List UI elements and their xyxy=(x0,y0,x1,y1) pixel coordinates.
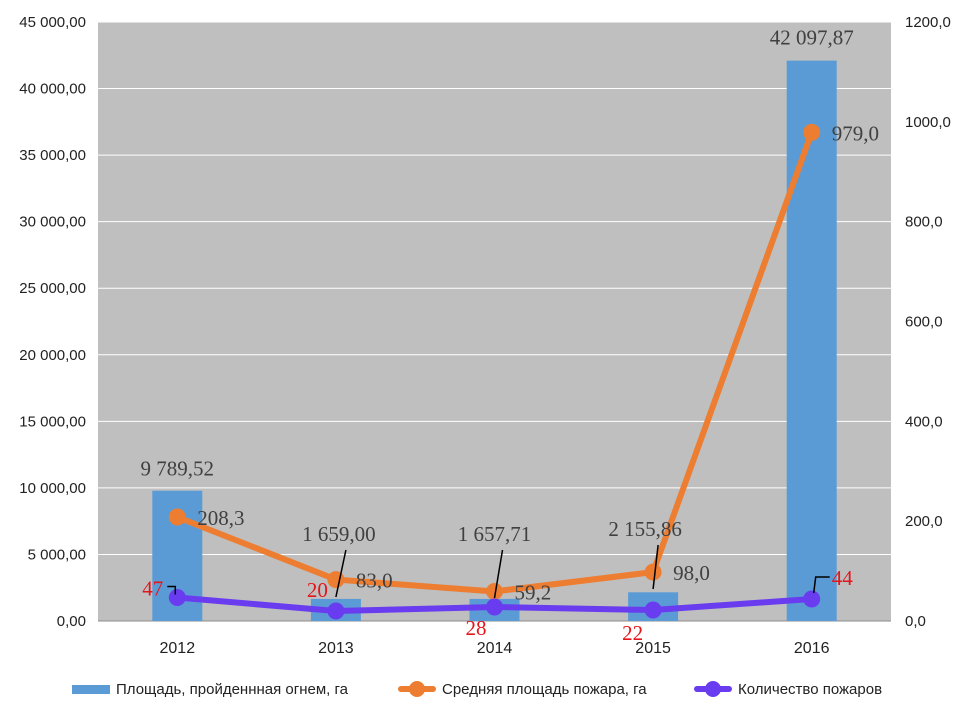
legend-label-average-area: Средняя площадь пожара, га xyxy=(442,680,647,698)
y-left-tick-label: 25 000,00 xyxy=(19,280,86,297)
y-right-tick-label: 200,0 xyxy=(905,513,943,530)
y-left-tick-label: 35 000,00 xyxy=(19,147,86,164)
average-area-point xyxy=(803,123,821,141)
x-tick-label: 2014 xyxy=(477,640,513,657)
bar-label-leader xyxy=(335,549,347,598)
fire-count-data-label: 47 xyxy=(142,577,163,601)
fire-count-data-label: 20 xyxy=(307,578,328,602)
bar xyxy=(786,60,837,622)
fire-count-point xyxy=(327,602,345,620)
bar-data-label: 42 097,87 xyxy=(770,26,854,50)
average-area-data-label: 59,2 xyxy=(515,580,552,604)
x-tick-label: 2016 xyxy=(794,640,830,657)
count-label-leader xyxy=(167,585,177,595)
legend-item-area: Площадь, пройденнная огнем, га xyxy=(72,676,348,702)
legend-swatch-average-area xyxy=(398,680,436,698)
x-tick-label: 2012 xyxy=(160,640,196,657)
count-label-leader xyxy=(812,576,830,594)
bar-label-leader xyxy=(652,544,659,590)
bar-data-label: 1 659,00 xyxy=(302,522,376,546)
average-area-point xyxy=(644,563,662,581)
plot-area xyxy=(98,22,891,621)
bar-data-label: 2 155,86 xyxy=(608,517,682,541)
y-left-tick-label: 10 000,00 xyxy=(19,480,86,497)
legend-swatch-area xyxy=(72,684,110,694)
bar-data-label: 9 789,52 xyxy=(141,457,215,481)
average-area-data-label: 98,0 xyxy=(673,561,710,585)
fire-count-point xyxy=(803,590,821,608)
x-tick-label: 2015 xyxy=(635,640,671,657)
fire-count-point xyxy=(644,601,662,619)
y-left-tick-label: 5 000,00 xyxy=(28,546,86,563)
fire-count-data-label: 22 xyxy=(622,621,643,645)
legend-label-fire-count: Количество пожаров xyxy=(738,680,883,698)
y-right-tick-label: 800,0 xyxy=(905,214,943,231)
x-tick-label: 2013 xyxy=(318,640,354,657)
average-area-data-label: 208,3 xyxy=(197,506,244,530)
average-area-data-label: 83,0 xyxy=(356,569,393,593)
fire-count-data-label: 44 xyxy=(832,566,854,590)
y-right-tick-label: 600,0 xyxy=(905,314,943,331)
y-right-tick-label: 0,0 xyxy=(905,613,926,630)
legend-swatch-fire-count xyxy=(694,680,732,698)
average-area-point xyxy=(486,582,503,600)
legend-item-fire-count: Количество пожаров xyxy=(694,676,882,702)
y-left-tick-label: 30 000,00 xyxy=(19,214,86,231)
legend-label-area: Площадь, пройденнная огнем, га xyxy=(116,680,348,698)
average-area-data-label: 979,0 xyxy=(832,121,879,145)
y-left-tick-label: 20 000,00 xyxy=(19,347,86,364)
y-left-tick-label: 0,00 xyxy=(57,613,86,630)
y-left-tick-label: 40 000,00 xyxy=(19,81,86,98)
fire-count-point xyxy=(168,589,186,607)
fire-count-point xyxy=(486,598,503,616)
bar-data-label: 1 657,71 xyxy=(458,522,532,546)
bar-label-leader xyxy=(493,549,504,599)
y-left-tick-label: 15 000,00 xyxy=(19,413,86,430)
y-right-tick-label: 400,0 xyxy=(905,413,943,430)
y-left-tick-label: 45 000,00 xyxy=(19,14,86,31)
y-right-tick-label: 1000,0 xyxy=(905,114,951,131)
y-right-tick-label: 1200,0 xyxy=(905,14,951,31)
fire-count-data-label: 28 xyxy=(466,616,487,640)
average-area-point xyxy=(168,508,186,526)
legend-item-average-area: Средняя площадь пожара, га xyxy=(398,676,647,702)
average-area-point xyxy=(327,571,345,589)
legend: Площадь, пройденнная огнем, га Средняя п… xyxy=(0,676,966,702)
